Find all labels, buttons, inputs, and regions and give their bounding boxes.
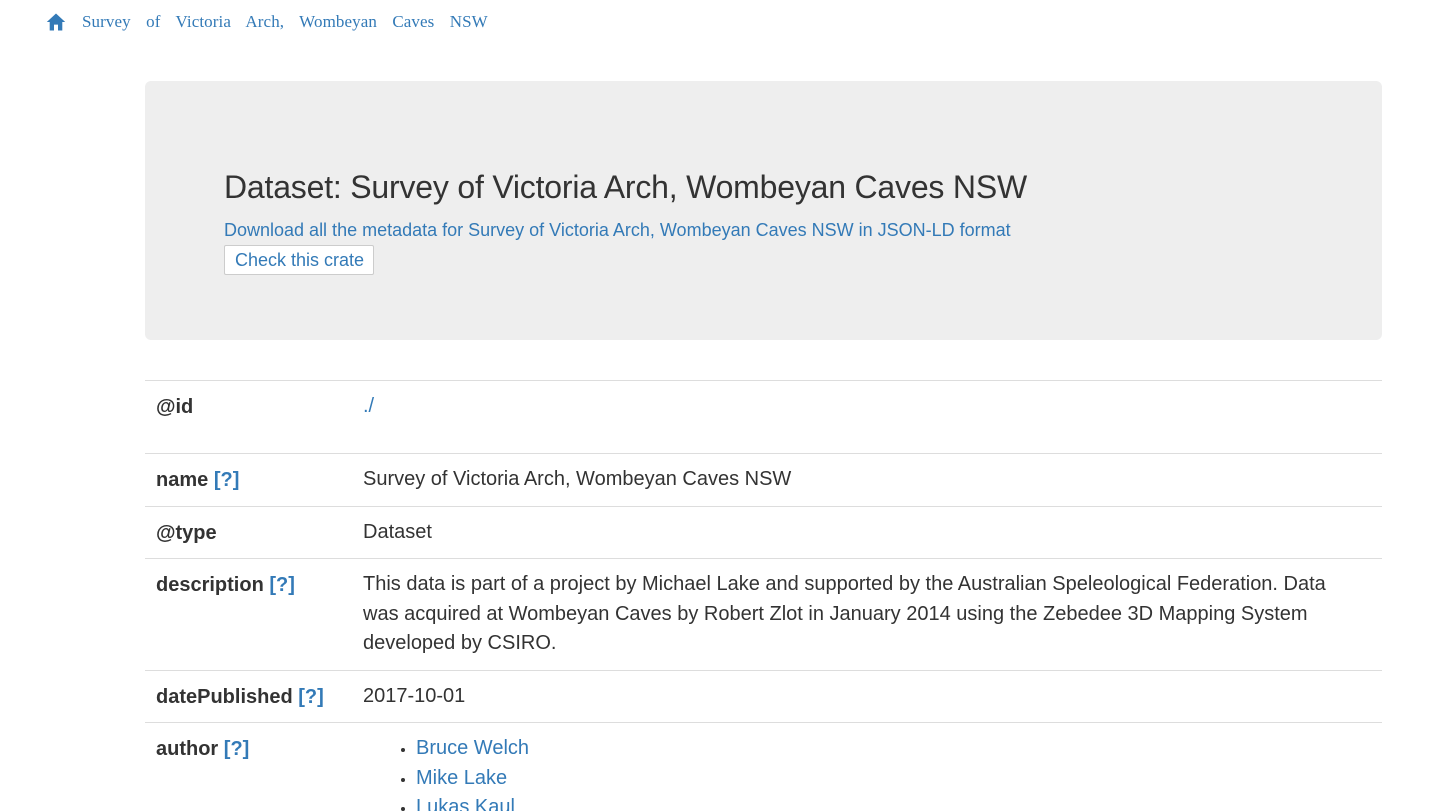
table-row-author: author [?] Bruce Welch Mike Lake Lukas K…	[145, 722, 1382, 811]
check-crate-button[interactable]: Check this crate	[224, 245, 375, 275]
property-value-author: Bruce Welch Mike Lake Lukas Kaul	[363, 723, 1382, 811]
breadcrumb: Survey of Victoria Arch, Wombeyan Caves …	[46, 8, 488, 36]
help-link-name[interactable]: [?]	[213, 469, 240, 491]
property-label-type: @type	[145, 506, 363, 559]
table-row-type: @type Dataset	[145, 506, 1382, 559]
property-label-name: name [?]	[145, 454, 363, 507]
author-link[interactable]: Lukas Kaul	[416, 796, 515, 811]
property-value-name: Survey of Victoria Arch, Wombeyan Caves …	[363, 468, 792, 490]
table-row-date-published: datePublished [?] 2017-10-01	[145, 670, 1382, 723]
list-item: Lukas Kaul	[416, 793, 1362, 811]
page-title: Dataset: Survey of Victoria Arch, Wombey…	[224, 169, 1027, 205]
help-link-author[interactable]: [?]	[223, 738, 250, 760]
table-row-id: @id ./	[145, 380, 1382, 454]
property-label-date-published: datePublished [?]	[145, 670, 363, 723]
property-value-date-published: 2017-10-01	[363, 684, 466, 707]
property-name: @type	[156, 521, 217, 544]
list-item: Bruce Welch	[416, 734, 1362, 764]
list-item: Mike Lake	[416, 764, 1362, 794]
property-name: @id	[156, 396, 194, 418]
author-link[interactable]: Mike Lake	[416, 766, 508, 789]
property-name: description	[156, 574, 264, 596]
property-name: author	[156, 738, 219, 760]
property-label-description: description [?]	[145, 559, 363, 671]
property-label-id: @id	[145, 381, 363, 454]
author-list: Bruce Welch Mike Lake Lukas Kaul	[363, 734, 1362, 811]
breadcrumb-link-dataset[interactable]: Survey of Victoria Arch, Wombeyan Caves …	[82, 12, 488, 31]
property-name: name	[156, 469, 209, 491]
home-icon[interactable]	[46, 12, 66, 32]
help-link-description[interactable]: [?]	[269, 574, 295, 596]
download-metadata-link[interactable]: Download all the metadata for Survey of …	[224, 220, 1011, 240]
property-value-type: Dataset	[363, 520, 432, 543]
property-value-description: This data is part of a project by Michae…	[363, 573, 1326, 654]
author-link[interactable]: Bruce Welch	[416, 737, 530, 759]
properties-table: @id ./ name [?] Survey of Victoria Arch,…	[145, 380, 1382, 811]
table-row-description: description [?] This data is part of a p…	[145, 558, 1382, 671]
property-value-id: ./	[363, 381, 1382, 454]
property-label-author: author [?]	[145, 723, 363, 811]
id-link[interactable]: ./	[363, 395, 375, 417]
property-name: datePublished	[156, 685, 293, 708]
dataset-header-panel: Dataset: Survey of Victoria Arch, Wombey…	[145, 81, 1382, 340]
help-link-date-published[interactable]: [?]	[298, 685, 324, 708]
table-row-name: name [?] Survey of Victoria Arch, Wombey…	[145, 453, 1382, 507]
